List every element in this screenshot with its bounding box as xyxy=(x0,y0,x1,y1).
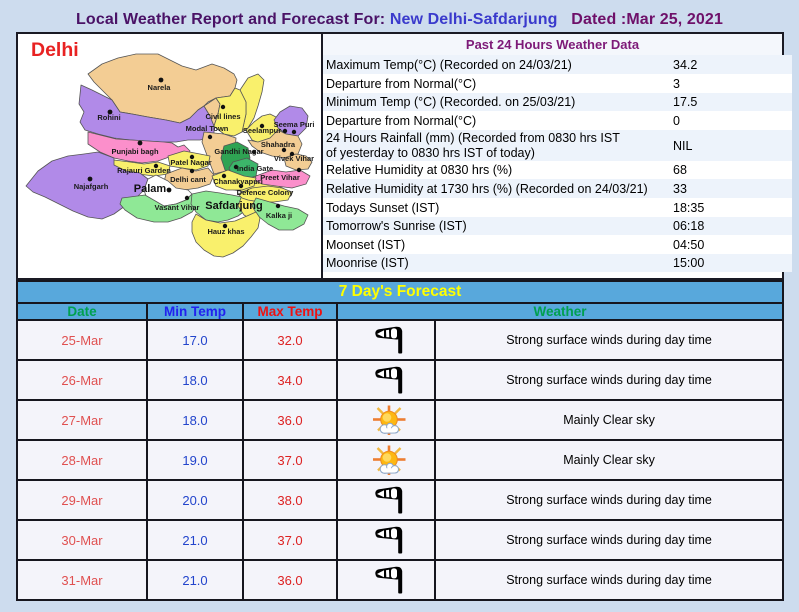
svg-text:Civil lines: Civil lines xyxy=(205,112,240,121)
svg-text:Chanakyapuri: Chanakyapuri xyxy=(213,177,263,186)
svg-text:Rohini: Rohini xyxy=(97,113,120,122)
svg-text:Hauz khas: Hauz khas xyxy=(207,227,244,236)
svg-text:Vivek Vihar: Vivek Vihar xyxy=(274,154,314,163)
svg-text:Delhi: Delhi xyxy=(31,39,79,61)
svg-text:Delhi cant: Delhi cant xyxy=(170,175,206,184)
svg-text:Vasant Vihar: Vasant Vihar xyxy=(155,203,200,212)
svg-text:Seema Puri: Seema Puri xyxy=(274,120,315,129)
svg-text:Gandhi Nagar: Gandhi Nagar xyxy=(214,147,263,156)
svg-text:India Gate: India Gate xyxy=(237,164,273,173)
svg-text:Preet Vihar: Preet Vihar xyxy=(260,173,300,182)
svg-text:Seelampur: Seelampur xyxy=(243,126,281,135)
svg-text:Rajauri Garden: Rajauri Garden xyxy=(117,166,171,175)
svg-text:Modal Town: Modal Town xyxy=(186,124,229,133)
svg-text:Safdarjung: Safdarjung xyxy=(205,200,262,212)
svg-text:Najafgarh: Najafgarh xyxy=(74,182,109,191)
svg-text:Defence Colony: Defence Colony xyxy=(237,188,295,197)
svg-text:Narela: Narela xyxy=(148,83,172,92)
svg-text:Palam: Palam xyxy=(134,183,167,195)
svg-text:Shahadra: Shahadra xyxy=(261,140,296,149)
svg-text:Kalka ji: Kalka ji xyxy=(266,211,292,220)
svg-text:Punjabi bagh: Punjabi bagh xyxy=(111,147,159,156)
svg-text:Patel Nagar: Patel Nagar xyxy=(170,158,211,167)
